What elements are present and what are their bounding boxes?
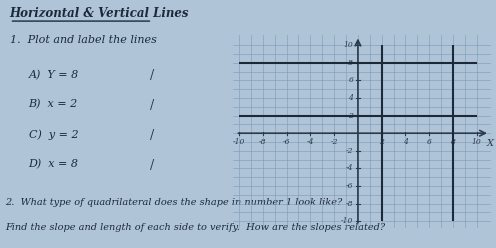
Text: X: X xyxy=(487,139,494,148)
Text: -4: -4 xyxy=(307,138,314,146)
Text: 6: 6 xyxy=(427,138,432,146)
Text: /: / xyxy=(150,69,154,82)
Text: 4: 4 xyxy=(403,138,408,146)
Text: 2.  What type of quadrilateral does the shape in number 1 look like?: 2. What type of quadrilateral does the s… xyxy=(5,198,342,207)
Text: -8: -8 xyxy=(346,200,353,208)
Text: Horizontal & Vertical Lines: Horizontal & Vertical Lines xyxy=(9,7,189,20)
Text: 10: 10 xyxy=(343,41,353,49)
Text: -4: -4 xyxy=(346,164,353,172)
Text: -10: -10 xyxy=(233,138,245,146)
Text: -2: -2 xyxy=(330,138,338,146)
Text: Find the slope and length of each side to verify.  How are the slopes related?: Find the slope and length of each side t… xyxy=(5,223,385,232)
Text: C)  y = 2: C) y = 2 xyxy=(29,129,78,140)
Text: 10: 10 xyxy=(472,138,482,146)
Text: D)  x = 8: D) x = 8 xyxy=(29,159,78,169)
Text: /: / xyxy=(150,99,154,112)
Text: -10: -10 xyxy=(341,217,353,225)
Text: 2: 2 xyxy=(348,112,353,120)
Text: A)  Y = 8: A) Y = 8 xyxy=(29,69,79,80)
Text: -8: -8 xyxy=(259,138,266,146)
Text: 6: 6 xyxy=(348,76,353,84)
Text: 4: 4 xyxy=(348,94,353,102)
Text: -6: -6 xyxy=(346,182,353,190)
Text: B)  x = 2: B) x = 2 xyxy=(29,99,78,110)
Text: 8: 8 xyxy=(450,138,455,146)
Text: 2: 2 xyxy=(379,138,384,146)
Text: /: / xyxy=(150,159,154,172)
Text: -2: -2 xyxy=(346,147,353,155)
Text: 8: 8 xyxy=(348,59,353,67)
Text: /: / xyxy=(150,129,154,142)
Text: 1.  Plot and label the lines: 1. Plot and label the lines xyxy=(9,35,156,45)
Text: -6: -6 xyxy=(283,138,290,146)
